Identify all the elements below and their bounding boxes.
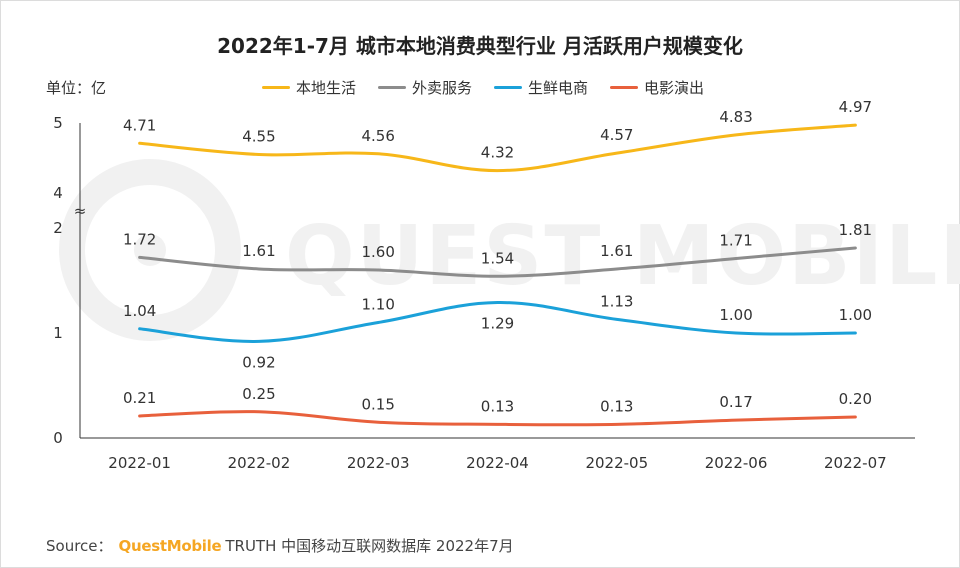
source-brand-logo: QuestMobile: [118, 537, 222, 555]
chart-legend: 本地生活 外卖服务 生鲜电商 电影演出: [262, 77, 704, 98]
data-label-local-life: 4.71: [123, 116, 156, 134]
y-axis-break-marker: ≈: [74, 202, 87, 220]
series-line-movie-shows: [138, 410, 857, 427]
y-tick-label: 4: [53, 184, 63, 202]
watermark: QUEST MOBILE: [59, 159, 960, 341]
data-label-movie-shows: 0.21: [123, 389, 156, 407]
data-label-fresh-ecommerce: 0.92: [242, 353, 275, 371]
series-line-food-delivery: [138, 246, 857, 278]
unit-label: 单位：亿: [46, 79, 107, 97]
data-label-fresh-ecommerce: 1.00: [719, 306, 752, 324]
y-tick-label: 0: [53, 429, 63, 447]
source-prefix: Source：: [46, 537, 113, 555]
data-label-local-life: 4.55: [242, 128, 275, 146]
chart-series: [138, 123, 857, 427]
legend-item-food-delivery: 外卖服务: [378, 77, 472, 98]
data-label-local-life: 4.83: [719, 108, 752, 126]
x-tick-label: 2022-01: [108, 454, 171, 472]
data-label-food-delivery: 1.60: [362, 243, 395, 261]
legend-swatch-fresh-ecommerce: [494, 86, 523, 89]
data-label-movie-shows: 0.15: [362, 395, 395, 413]
data-label-food-delivery: 1.54: [481, 249, 514, 267]
chart-data-labels: 4.71 4.55 4.56 4.32 4.57 4.83 4.97 1.72 1.61 1.60…: [123, 98, 872, 415]
legend-swatch-local-life: [262, 86, 290, 89]
legend-label-movie-shows: 电影演出: [644, 79, 705, 97]
data-label-movie-shows: 0.13: [600, 397, 633, 415]
legend-label-food-delivery: 外卖服务: [412, 79, 473, 97]
data-label-movie-shows: 0.25: [242, 385, 275, 403]
watermark-text: QUEST MOBILE: [285, 209, 960, 304]
x-tick-label: 2022-06: [705, 454, 768, 472]
source-note: Source： QuestMobile TRUTH 中国移动互联网数据库 202…: [46, 535, 514, 556]
y-tick-label: 5: [53, 114, 63, 132]
legend-item-local-life: 本地生活: [262, 77, 356, 98]
series-line-local-life: [138, 123, 857, 173]
watermark-logo-ring: [59, 159, 241, 341]
chart-title: 2022年1-7月 城市本地消费典型行业 月活跃用户规模变化: [217, 34, 743, 58]
data-label-fresh-ecommerce: 1.04: [123, 302, 156, 320]
data-label-movie-shows: 0.20: [839, 390, 872, 408]
data-label-food-delivery: 1.72: [123, 230, 156, 248]
x-tick-label: 2022-03: [347, 454, 410, 472]
data-label-food-delivery: 1.61: [242, 242, 275, 260]
legend-label-local-life: 本地生活: [296, 79, 357, 97]
y-tick-label: 2: [53, 219, 63, 237]
x-tick-label: 2022-02: [228, 454, 291, 472]
legend-swatch-movie-shows: [610, 86, 639, 89]
data-label-fresh-ecommerce: 1.10: [362, 296, 395, 314]
y-tick-label: 1: [53, 324, 63, 342]
legend-item-movie-shows: 电影演出: [610, 77, 704, 98]
data-label-movie-shows: 0.17: [719, 393, 752, 411]
data-label-food-delivery: 1.71: [719, 231, 752, 249]
legend-swatch-food-delivery: [378, 86, 407, 89]
data-label-food-delivery: 1.61: [600, 242, 633, 260]
source-text: TRUTH 中国移动互联网数据库 2022年7月: [225, 537, 514, 555]
data-label-fresh-ecommerce: 1.13: [600, 292, 633, 310]
data-label-local-life: 4.56: [362, 127, 395, 145]
data-label-fresh-ecommerce: 1.00: [839, 306, 872, 324]
data-label-local-life: 4.32: [481, 144, 514, 162]
chart-axes: ≈0 1 2 4 5 2022-01 2022-02 2022-03 2022-04 2022-0…: [53, 114, 915, 472]
data-label-local-life: 4.97: [839, 98, 872, 116]
series-line-fresh-ecommerce: [138, 301, 857, 343]
x-tick-label: 2022-05: [585, 454, 648, 472]
x-tick-label: 2022-07: [824, 454, 887, 472]
data-label-movie-shows: 0.13: [481, 397, 514, 415]
legend-item-fresh-ecommerce: 生鲜电商: [494, 77, 588, 98]
legend-label-fresh-ecommerce: 生鲜电商: [528, 79, 589, 97]
data-label-local-life: 4.57: [600, 126, 633, 144]
x-tick-label: 2022-04: [466, 454, 529, 472]
data-label-fresh-ecommerce: 1.29: [481, 315, 514, 333]
data-label-food-delivery: 1.81: [839, 221, 872, 239]
